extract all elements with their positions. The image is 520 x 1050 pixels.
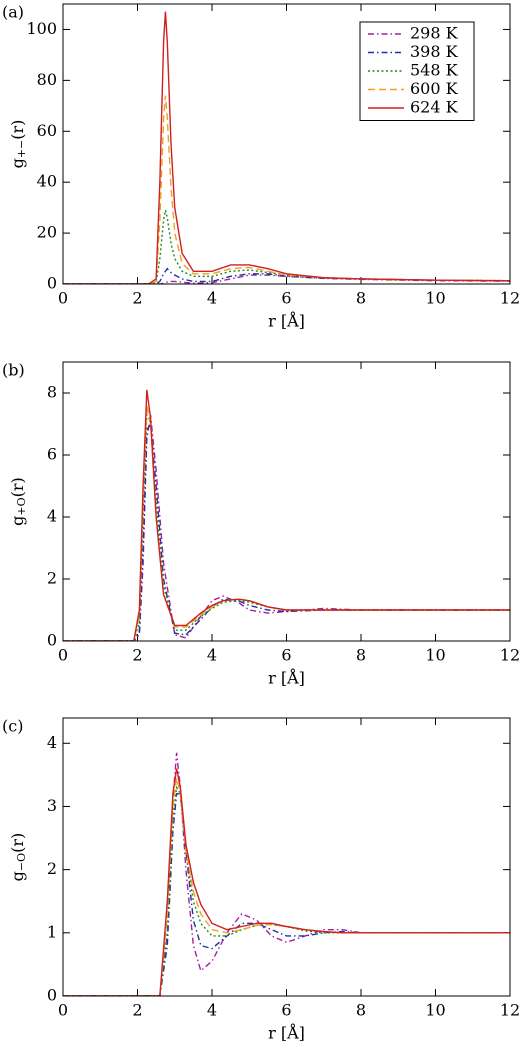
series-line xyxy=(63,405,510,641)
y-tick-label: 6 xyxy=(47,445,57,464)
x-tick-label: 2 xyxy=(132,646,142,665)
y-tick-label: 1 xyxy=(47,922,57,941)
y-label-base: g xyxy=(8,516,27,526)
y-tick-label: 8 xyxy=(47,383,57,402)
panel-label: (c) xyxy=(2,717,23,736)
y-label-tail: (r) xyxy=(8,477,27,497)
y-label-sub: −O xyxy=(15,853,28,871)
series-line xyxy=(63,777,510,996)
x-tick-label: 6 xyxy=(281,646,291,665)
x-tick-label: 0 xyxy=(58,289,68,308)
y-axis-label: g+−(r) xyxy=(8,120,29,169)
x-axis-label: r [Å] xyxy=(268,311,305,331)
y-tick-label: 2 xyxy=(47,569,57,588)
series-line xyxy=(63,421,510,641)
panel: (b) 0 2 4 6 8 10 12 0 2 4 6 8 r [Å] g+O(r) xyxy=(2,361,520,688)
series-line xyxy=(63,793,510,996)
panel: (a) 0 2 4 6 8 10 12 0 20 40 60 80 100 r [Å] g+−(r) 298 K… xyxy=(2,3,520,331)
x-tick-label: 8 xyxy=(356,289,366,308)
y-tick-label: 100 xyxy=(26,19,57,38)
y-tick-label: 0 xyxy=(47,986,57,1005)
y-tick-label: 60 xyxy=(37,121,57,140)
y-tick-label: 40 xyxy=(37,172,57,191)
x-tick-label: 4 xyxy=(207,289,217,308)
series-line xyxy=(63,414,510,641)
legend-label: 398 K xyxy=(410,42,459,61)
legend-label: 600 K xyxy=(410,79,459,98)
x-tick-label: 8 xyxy=(356,1001,366,1020)
x-tick-label: 0 xyxy=(58,1001,68,1020)
y-tick-label: 3 xyxy=(47,796,57,815)
series-line xyxy=(63,412,510,641)
y-tick-label: 4 xyxy=(47,507,57,526)
y-tick-label: 4 xyxy=(47,733,57,752)
y-label-base: g xyxy=(8,871,27,881)
x-axis-label: r [Å] xyxy=(268,668,305,688)
x-tick-label: 2 xyxy=(132,289,142,308)
y-tick-label: 80 xyxy=(37,70,57,89)
x-tick-label: 6 xyxy=(281,289,291,308)
x-tick-label: 4 xyxy=(207,646,217,665)
y-label-sub: +− xyxy=(15,140,28,158)
panel-label: (b) xyxy=(2,361,25,380)
y-tick-label: 0 xyxy=(47,631,57,650)
x-tick-label: 6 xyxy=(281,1001,291,1020)
legend-label: 548 K xyxy=(410,61,459,80)
y-tick-label: 2 xyxy=(47,859,57,878)
x-axis-label: r [Å] xyxy=(268,1023,305,1043)
plot-frame xyxy=(62,3,511,285)
series-line xyxy=(63,210,510,284)
y-tick-label: 20 xyxy=(37,223,57,242)
x-tick-label: 12 xyxy=(500,289,520,308)
x-tick-label: 12 xyxy=(500,646,520,665)
series-line xyxy=(63,752,510,996)
y-label-base: g xyxy=(8,158,27,168)
x-tick-label: 10 xyxy=(425,646,445,665)
x-tick-label: 12 xyxy=(500,1001,520,1020)
y-tick-label: 0 xyxy=(47,274,57,293)
y-label-tail: (r) xyxy=(8,120,27,140)
series-line xyxy=(63,768,510,996)
series-line xyxy=(63,785,510,996)
x-tick-label: 8 xyxy=(356,646,366,665)
series-line xyxy=(63,389,510,641)
y-axis-label: g+O(r) xyxy=(8,477,29,526)
x-tick-label: 4 xyxy=(207,1001,217,1020)
x-tick-label: 2 xyxy=(132,1001,142,1020)
panel-label: (a) xyxy=(2,3,24,22)
series-line xyxy=(63,267,510,284)
plot-frame xyxy=(62,361,511,642)
y-label-tail: (r) xyxy=(8,833,27,853)
x-tick-label: 10 xyxy=(425,289,445,308)
series-line xyxy=(63,95,510,284)
x-tick-label: 10 xyxy=(425,1001,445,1020)
y-label-sub: +O xyxy=(15,497,28,515)
legend-label: 624 K xyxy=(410,98,459,117)
series-line xyxy=(63,11,510,284)
x-tick-label: 0 xyxy=(58,646,68,665)
legend-label: 298 K xyxy=(410,24,459,43)
plot-frame xyxy=(62,717,511,997)
y-axis-label: g−O(r) xyxy=(8,833,29,882)
